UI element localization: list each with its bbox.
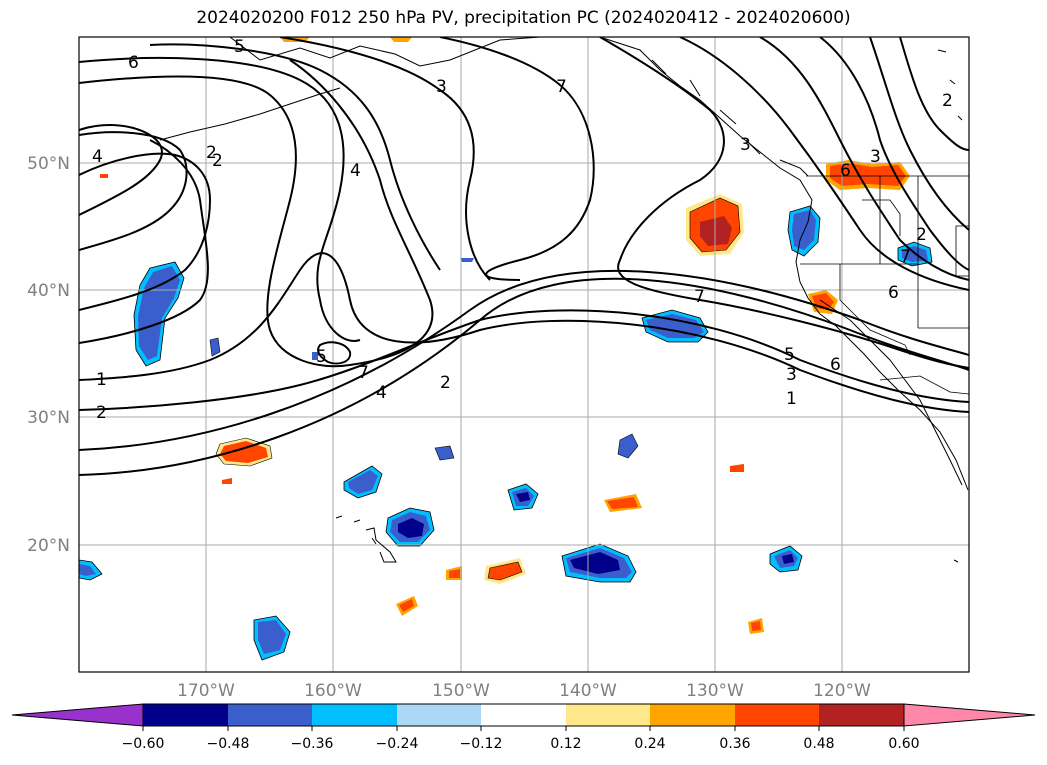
colorbar-tick-label: −0.48 bbox=[207, 736, 250, 752]
contour-label: 2 bbox=[942, 91, 953, 111]
contour-label: 6 bbox=[840, 161, 851, 181]
colorbar-segment bbox=[650, 704, 735, 726]
colorbar-extend-high bbox=[903, 703, 1036, 727]
lon-label: 140°W bbox=[559, 681, 617, 701]
contour-label: 4 bbox=[92, 147, 103, 167]
map-frame bbox=[78, 36, 970, 673]
map-area: 6 5 3 7 2 4 2 4 3 6 2 7 1 2 5 7 4 2 7 5 … bbox=[79, 37, 969, 672]
contour-label: 3 bbox=[786, 365, 797, 385]
negative-anomaly bbox=[79, 205, 933, 661]
graticule bbox=[79, 37, 969, 672]
lat-label: 20°N bbox=[27, 536, 70, 556]
lat-label: 30°N bbox=[27, 408, 70, 428]
borders bbox=[800, 175, 969, 395]
pv-contours bbox=[79, 37, 969, 476]
colorbar-segment bbox=[481, 704, 566, 726]
contour-label: 3 bbox=[740, 135, 751, 155]
contour-label: 7 bbox=[694, 287, 705, 307]
contour-label: 3 bbox=[870, 147, 881, 167]
lon-label: 150°W bbox=[432, 681, 490, 701]
colorbar-tick-label: 0.36 bbox=[719, 736, 750, 752]
colorbar-tick-label: 0.24 bbox=[634, 736, 665, 752]
lat-labels: 50°N 40°N 30°N 20°N bbox=[27, 154, 70, 556]
colorbar-tick-label: −0.24 bbox=[376, 736, 419, 752]
contour-label: 2 bbox=[916, 225, 927, 245]
contour-label: 3 bbox=[436, 77, 447, 97]
colorbar-tick-label: −0.60 bbox=[122, 736, 165, 752]
contour-label: 4 bbox=[350, 161, 361, 181]
colorbar-segment bbox=[312, 704, 397, 726]
lon-label: 170°W bbox=[177, 681, 235, 701]
contour-label: 2 bbox=[212, 151, 223, 171]
colorbar-tick-label: 0.60 bbox=[888, 736, 919, 752]
colorbar-segment bbox=[735, 704, 819, 726]
contour-label: 5 bbox=[234, 37, 245, 57]
contour-label: 2 bbox=[440, 373, 451, 393]
colorbar-tick-label: −0.12 bbox=[460, 736, 503, 752]
lat-label: 40°N bbox=[27, 281, 70, 301]
contour-label: 1 bbox=[786, 389, 797, 409]
colorbar-extend-low bbox=[11, 703, 144, 727]
contour-label: 1 bbox=[96, 370, 107, 390]
colorbar: −0.60 −0.48 −0.36 −0.24 −0.12 0.12 0.24 … bbox=[11, 703, 1036, 752]
colorbar-segment bbox=[143, 704, 228, 726]
lon-label: 130°W bbox=[686, 681, 744, 701]
contour-label: 4 bbox=[376, 383, 387, 403]
contour-label: 7 bbox=[358, 363, 369, 383]
lat-label: 50°N bbox=[27, 154, 70, 174]
lon-labels: 170°W 160°W 150°W 140°W 130°W 120°W bbox=[177, 681, 871, 701]
map-title: 2024020200 F012 250 hPa PV, precipitatio… bbox=[196, 8, 851, 28]
contour-labels: 6 5 3 7 2 4 2 4 3 6 2 7 1 2 5 7 4 2 7 5 … bbox=[92, 37, 953, 423]
colorbar-tick-label: 0.12 bbox=[550, 736, 581, 752]
colorbar-segment bbox=[566, 704, 650, 726]
contour-label: 5 bbox=[316, 347, 327, 367]
colorbar-segment bbox=[819, 704, 904, 726]
contour-label: 7 bbox=[556, 77, 567, 97]
colorbar-tick-label: −0.36 bbox=[291, 736, 334, 752]
lon-label: 160°W bbox=[304, 681, 362, 701]
coastlines bbox=[159, 37, 969, 563]
contour-label: 6 bbox=[888, 283, 899, 303]
colorbar-tick-label: 0.48 bbox=[803, 736, 834, 752]
lon-label: 120°W bbox=[813, 681, 871, 701]
colorbar-segment bbox=[228, 704, 312, 726]
contour-label: 7 bbox=[900, 247, 911, 267]
contour-label: 2 bbox=[96, 403, 107, 423]
colorbar-segment bbox=[397, 704, 481, 726]
contour-label: 6 bbox=[128, 53, 139, 73]
contour-label: 6 bbox=[830, 355, 841, 375]
contour-label: 5 bbox=[784, 345, 795, 365]
contour-label: 2 bbox=[206, 143, 217, 163]
